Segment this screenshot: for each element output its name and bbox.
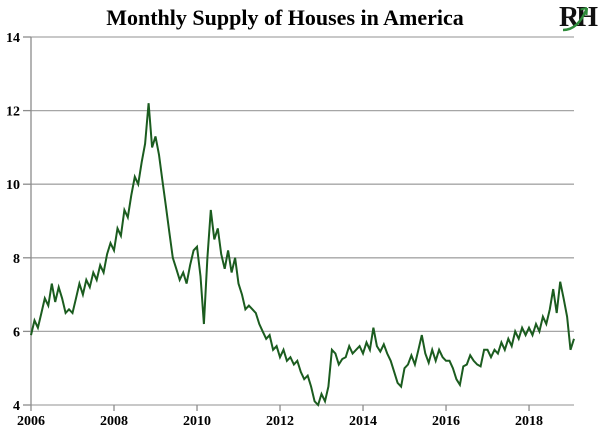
chart-title: Monthly Supply of Houses in America (106, 5, 464, 30)
y-axis-tick-label: 12 (6, 105, 20, 120)
y-axis-tick-label: 8 (13, 252, 20, 267)
y-axis-tick-label: 4 (13, 399, 20, 414)
x-axis-tick-label: 2008 (100, 414, 128, 429)
x-axis-tick-label: 2006 (17, 414, 45, 429)
data-line (30, 103, 575, 407)
x-axis-tick-label: 2012 (266, 414, 294, 429)
y-axis-tick-label: 10 (6, 178, 20, 193)
x-axis-tick-label: 2016 (432, 414, 460, 429)
x-axis-tick-label: 2018 (515, 414, 543, 429)
x-axis-tick-label: 2014 (349, 414, 377, 429)
x-axis-tick-label: 2010 (183, 414, 211, 429)
y-axis-tick-label: 14 (6, 31, 20, 46)
y-axis-tick-label: 6 (13, 325, 20, 340)
